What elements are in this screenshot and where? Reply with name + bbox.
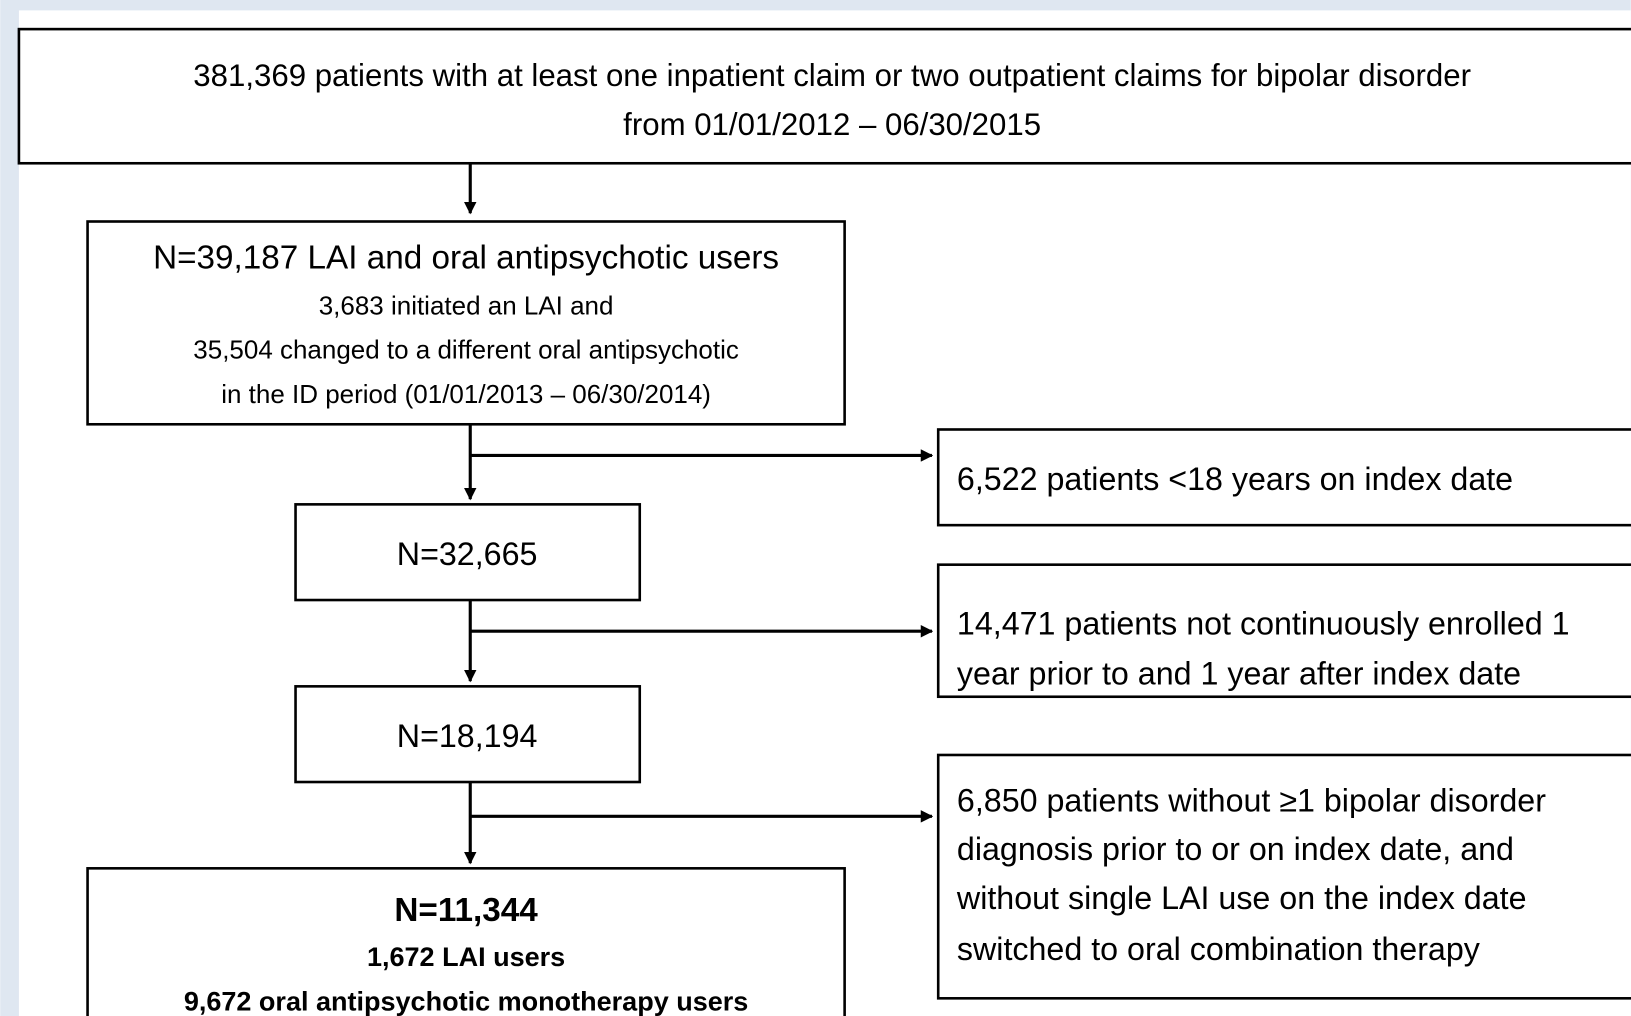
box-text: from 01/01/2012 – 06/30/2015 (623, 107, 1041, 142)
exclusion-box (936, 563, 1631, 699)
box-text: 9,672 oral antipsychotic monotherapy use… (184, 987, 749, 1016)
flow-box (86, 867, 846, 1016)
exclusion-text: switched to oral combination therapy (957, 931, 1481, 967)
box-text: 3,683 initiated an LAI and (319, 291, 614, 321)
box-text: N=32,665 (397, 536, 538, 572)
exclusion-text: year prior to and 1 year after index dat… (957, 655, 1521, 691)
box-text: N=18,194 (397, 718, 538, 754)
box-text: N=11,344 (394, 892, 538, 929)
exclusion-text: 14,471 patients not continuously enrolle… (957, 606, 1570, 642)
flow-box (294, 685, 642, 784)
exclusion-text: diagnosis prior to or on index date, and (957, 831, 1514, 867)
flow-box (17, 27, 1631, 165)
exclusion-box (936, 428, 1631, 527)
flow-box (294, 503, 642, 602)
exclusion-text: without single LAI use on the index date (956, 880, 1527, 916)
box-text: 1,672 LAI users (367, 942, 565, 972)
exclusion-box (936, 753, 1631, 1000)
box-text: 35,504 changed to a different oral antip… (193, 334, 739, 364)
box-text: in the ID period (01/01/2013 – 06/30/201… (221, 379, 711, 409)
box-text: N=39,187 LAI and oral antipsychotic user… (153, 240, 779, 277)
exclusion-text: 6,522 patients <18 years on index date (957, 461, 1513, 497)
flow-box (86, 220, 846, 426)
exclusion-text: 6,850 patients without ≥1 bipolar disord… (957, 782, 1546, 818)
box-text: 381,369 patients with at least one inpat… (193, 58, 1471, 93)
connectors (464, 163, 934, 865)
